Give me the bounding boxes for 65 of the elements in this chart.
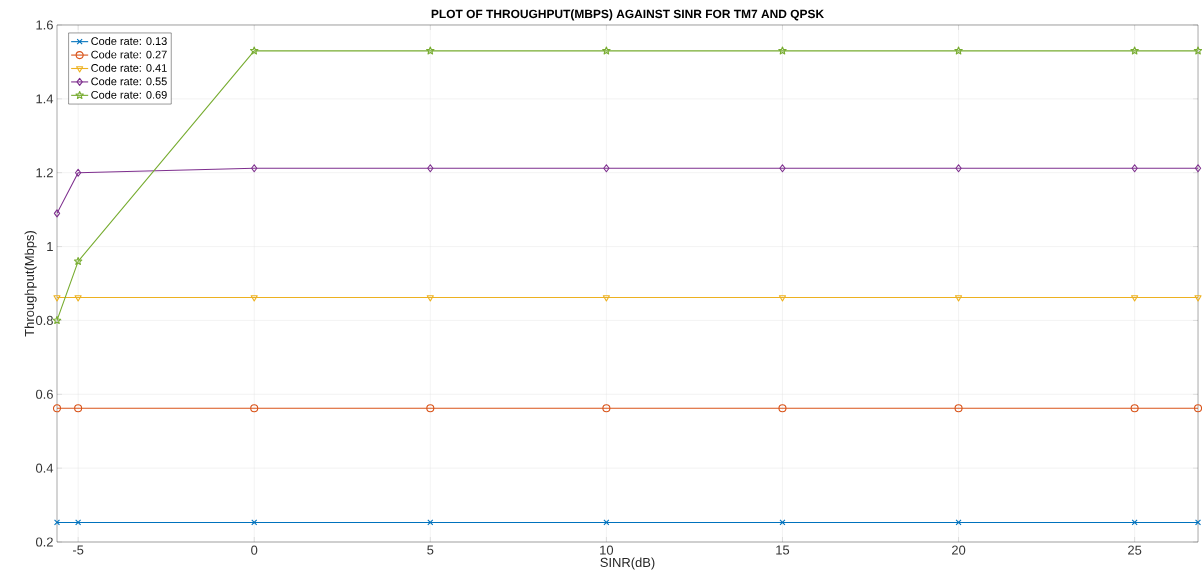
x-axis-title: SINR(dB) [600,557,655,570]
point [74,295,82,302]
point [52,316,62,325]
y-tick-label: 0.6 [35,389,53,399]
point [426,46,435,55]
point [779,164,786,173]
x-tick-label: 15 [776,545,790,555]
point [250,46,259,55]
point [602,404,611,413]
point [778,404,787,413]
legend-label: Code rate: 0.69 [91,90,167,99]
point [426,404,435,413]
y-tick-label: 0.4 [35,463,54,473]
point [53,295,61,302]
point [778,46,787,55]
y-axis-title: Throughput(Mbps) [24,231,37,337]
y-tick-label: 1.4 [36,94,54,104]
point [1131,164,1138,173]
point [1131,295,1139,302]
point [73,256,83,265]
point [1130,404,1139,413]
point [427,519,434,526]
x-tick-label: 5 [427,545,434,555]
legend-label: Code rate: 0.27 [91,50,167,59]
point [250,295,258,302]
point [954,46,963,55]
x-tick-label: -5 [72,545,84,555]
point [52,404,62,413]
point [603,164,610,173]
y-tick-label: 1.6 [36,20,53,30]
point [74,404,83,413]
point [250,404,259,413]
y-tick-label: 0.8 [35,315,53,326]
point [954,404,963,413]
legend-label: Code rate: 0.41 [91,63,167,72]
point [602,46,611,55]
y-tick-label: 1.2 [36,168,53,178]
legend-label: Code rate: 0.55 [91,77,167,86]
point [1131,519,1138,526]
legend-label: Code rate: 0.13 [91,36,167,45]
point [53,209,61,218]
x-tick-label: 0 [251,545,258,555]
point [426,295,434,302]
point [1193,46,1202,55]
point [778,295,787,302]
point [1194,295,1202,302]
point [251,519,258,526]
point [954,295,963,302]
x-tick-label: 20 [952,545,966,555]
point [75,519,82,526]
point [1130,46,1139,55]
x-tick-label: 25 [1128,545,1142,555]
chart-title: PLOT OF THROUGHPUT(MBPS) AGAINST SINR FOR TM7 AND QPSK [431,9,824,21]
x-tick-label: 10 [600,545,614,555]
point [602,295,610,302]
point [1194,164,1202,173]
point [251,164,258,173]
point [1195,519,1202,526]
point [427,164,434,173]
point [955,164,962,173]
y-tick-label: 1 [47,242,53,252]
point [74,168,82,177]
point [53,519,61,526]
y-tick-label: 0.2 [35,537,53,547]
point [1193,404,1202,413]
